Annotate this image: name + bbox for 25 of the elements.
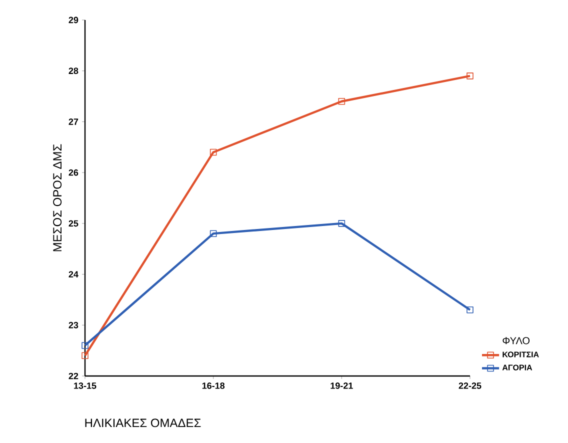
y-tick-label: 22 [68, 372, 78, 380]
x-axis-title: ΗΛΙΚΙΑΚΕΣ ΟΜΑΔΕΣ [85, 418, 201, 428]
point [466, 306, 474, 314]
legend-title: ΦΥΛΟ [502, 337, 530, 344]
y-tick-label: 25 [68, 220, 78, 227]
x-tick-label: 19-21 [330, 382, 353, 389]
point [82, 342, 88, 349]
y-tick-label: 28 [68, 68, 78, 74]
point [210, 148, 217, 156]
y-tick-label: 27 [68, 118, 78, 125]
point [82, 352, 88, 360]
point [338, 98, 346, 105]
y-tick-label: 23 [68, 322, 78, 328]
point [338, 220, 346, 227]
x-tick-label: 13-15 [74, 382, 96, 389]
y-axis-title: ΜΕΣΟΣ ΟΡΟΣ ΔΜΣ [53, 144, 62, 252]
point [466, 72, 474, 80]
y-tick-label: 29 [68, 16, 78, 24]
y-tick-label: 26 [68, 169, 78, 176]
legend-label: ΚΟΡΙΤΣΙΑ [502, 352, 539, 358]
x-tick-label: 16-18 [202, 382, 225, 389]
point [210, 230, 217, 237]
x-tick-label: 22-25 [458, 382, 482, 389]
legend-label: ΑΓΟΡΙΑ [502, 364, 532, 370]
y-tick-label: 24 [68, 271, 78, 278]
